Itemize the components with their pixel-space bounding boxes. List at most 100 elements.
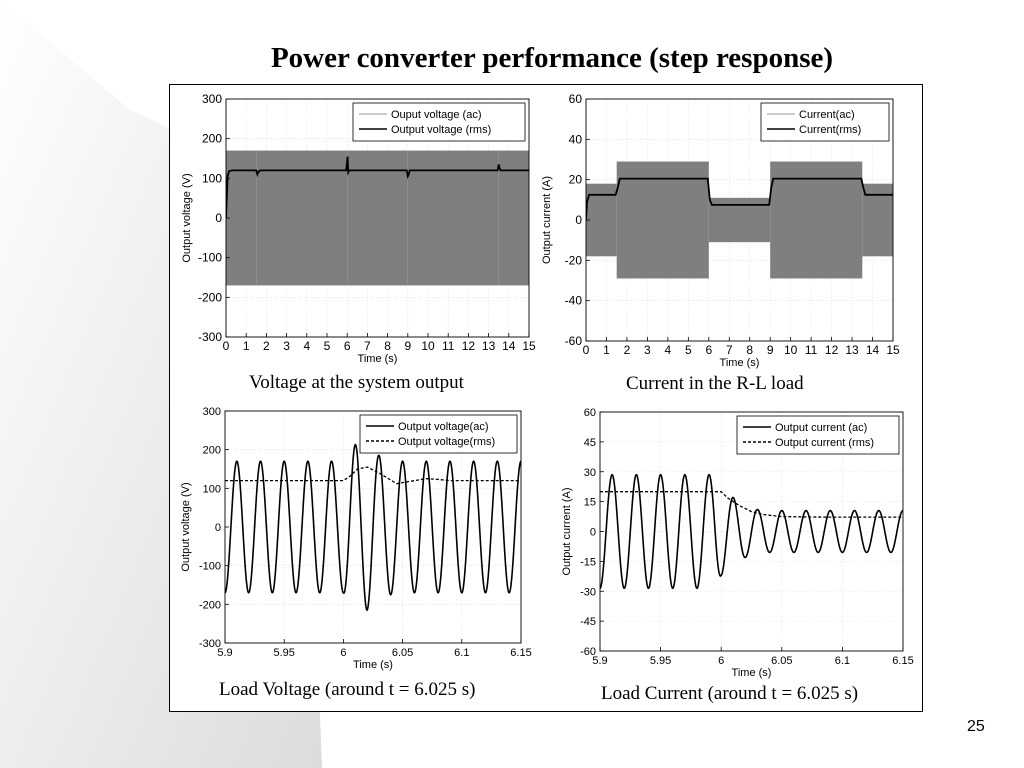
figure-charts: 0 1 2 3 4 5 6 7 8 9 10 11 12 13 14 153002001000-100-200… — [180, 92, 914, 679]
y-tick-label: 15 — [584, 497, 596, 509]
y-tick-label: -300 — [198, 330, 222, 344]
y-tick-label: 300 — [202, 92, 222, 106]
x-tick-label: 7 — [726, 343, 733, 357]
x-tick-label: 4 — [665, 343, 672, 357]
x-tick-label: 6 — [718, 655, 724, 667]
x-tick-label: 12 — [462, 339, 476, 353]
x-tick-label: 6.1 — [454, 647, 469, 659]
x-tick-label: 4 — [303, 339, 310, 353]
plot-area — [586, 161, 893, 279]
x-tick-label: 15 — [522, 339, 536, 353]
y-tick-label: 100 — [203, 483, 221, 495]
y-tick-label: -60 — [580, 646, 596, 658]
ac-band-segment — [226, 150, 257, 286]
x-tick-label: 14 — [866, 343, 880, 357]
y-tick-label: 20 — [569, 173, 583, 187]
y-tick-label: -30 — [580, 586, 596, 598]
x-tick-label: 10 — [784, 343, 798, 357]
x-tick-label: 12 — [825, 343, 839, 357]
x-tick-label: 0 — [583, 343, 590, 357]
chart-load-voltage-zoom: 5.9 5.95 6 6.05 6.1 6.15 300 200 100 0 -100 -200 -30… — [180, 406, 532, 671]
series-line-ac — [225, 443, 521, 612]
x-tick-label: 14 — [502, 339, 516, 353]
plot-area — [225, 443, 521, 612]
y-tick-label: -100 — [198, 251, 222, 265]
x-tick-label: 11 — [805, 343, 818, 357]
legend-box — [352, 102, 526, 142]
y-tick-label: -100 — [199, 561, 221, 573]
y-tick-label: -40 — [565, 294, 583, 308]
y-tick-label: 200 — [202, 132, 222, 146]
legend-label: Output current (ac) — [775, 422, 867, 434]
y-tick-label: -45 — [580, 616, 596, 628]
caption-rl-load-current: Current in the R-L load — [626, 373, 804, 394]
x-tick-label: 1 — [603, 343, 610, 357]
series-line-rms-solid — [586, 177, 893, 221]
y-tick-label: -15 — [580, 556, 596, 568]
legend-box — [760, 102, 890, 142]
y-tick-label: 45 — [584, 437, 596, 449]
x-tick-label: 6 — [344, 339, 351, 353]
ac-band-segment — [498, 150, 529, 286]
y-tick-label: 100 — [202, 171, 222, 185]
ac-band-segment — [770, 161, 863, 279]
y-tick-label: 60 — [584, 407, 596, 419]
legend-label: Output voltage(ac) — [398, 421, 489, 433]
y-tick-label: 0 — [215, 211, 222, 225]
ac-band-segment — [407, 150, 499, 286]
x-tick-label: 6.15 — [892, 655, 913, 667]
plot-area — [600, 473, 903, 590]
legend: Ouput voltage (ac) Output voltage (rms) — [352, 102, 526, 142]
x-tick-label: 6.15 — [510, 647, 531, 659]
y-tick-label: 0 — [590, 527, 596, 539]
chart-load-current-zoom: 5.9 5.95 6 6.05 6.1 6.15 60 45 30 15 0 -15 -30 -45 -60… — [561, 407, 914, 679]
legend: Output voltage(ac) Output voltage(rms) — [359, 414, 518, 454]
x-axis-label: Time (s) — [353, 659, 393, 671]
x-axis-label: Time (s) — [720, 357, 760, 369]
legend-label: Output voltage(rms) — [398, 436, 495, 448]
x-tick-label: 6 — [340, 647, 346, 659]
legend-label: Ouput voltage (ac) — [391, 109, 482, 121]
y-tick-label: 300 — [203, 406, 221, 418]
y-tick-label: -200 — [199, 599, 221, 611]
x-tick-label: 1 — [243, 339, 250, 353]
x-tick-label: 2 — [624, 343, 631, 357]
x-axis-label: Time (s) — [732, 667, 772, 679]
y-axis-label: Output voltage (V) — [181, 173, 193, 262]
x-tick-label: 6.05 — [392, 647, 413, 659]
x-tick-label: 13 — [482, 339, 496, 353]
x-tick-label: 6 — [705, 343, 712, 357]
legend-box — [359, 414, 518, 454]
legend-label: Output voltage (rms) — [391, 124, 491, 136]
ac-band-segment — [586, 183, 617, 257]
x-tick-label: 9 — [767, 343, 774, 357]
legend-label: Current(ac) — [799, 109, 855, 121]
x-tick-label: 5.9 — [217, 647, 232, 659]
y-tick-label: 30 — [584, 467, 596, 479]
x-tick-label: 5.95 — [273, 647, 294, 659]
legend-label: Output current (rms) — [775, 437, 874, 449]
caption-system-output-voltage: Voltage at the system output — [249, 372, 464, 393]
y-tick-label: -300 — [199, 638, 221, 650]
caption-load-voltage: Load Voltage (around t = 6.025 s) — [219, 679, 476, 700]
x-tick-label: 2 — [263, 339, 270, 353]
ac-band-segment — [256, 150, 348, 286]
x-tick-label: 6.1 — [835, 655, 850, 667]
legend-label: Current(rms) — [799, 124, 861, 136]
y-tick-label: 0 — [215, 522, 221, 534]
x-tick-label: 11 — [442, 339, 455, 353]
y-tick-label: 40 — [569, 132, 583, 146]
x-tick-label: 6.05 — [771, 655, 792, 667]
legend-box — [736, 415, 900, 455]
series-line-rms-solid — [226, 156, 529, 219]
y-axis-label: Output current (A) — [541, 176, 553, 264]
x-tick-label: 8 — [746, 343, 753, 357]
series-line-rms — [600, 491, 903, 518]
x-tick-label: 10 — [421, 339, 435, 353]
x-tick-label: 8 — [384, 339, 391, 353]
legend: Current(ac) Current(rms) — [760, 102, 890, 142]
x-tick-label: 5 — [324, 339, 331, 353]
x-tick-label: 5.95 — [650, 655, 671, 667]
page-number: 25 — [967, 718, 985, 735]
y-tick-label: -200 — [198, 290, 222, 304]
